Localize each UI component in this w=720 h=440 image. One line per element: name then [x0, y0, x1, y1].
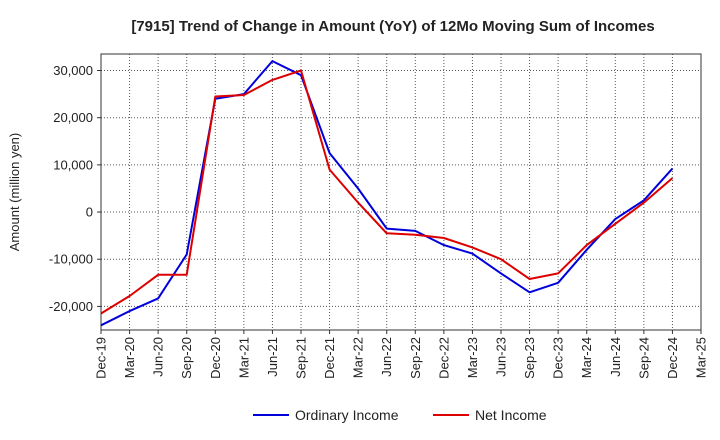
- y-tick-label: 0: [86, 205, 93, 220]
- series-group: [100, 60, 674, 327]
- x-tick-label: Dec-19: [94, 337, 109, 379]
- chart-title: [7915] Trend of Change in Amount (YoY) o…: [131, 18, 654, 35]
- x-tick-label: Sep-23: [522, 337, 537, 379]
- series-line-ordinary-income: [100, 60, 674, 327]
- grid: [101, 54, 701, 330]
- x-tick-label: Jun-24: [608, 337, 623, 377]
- x-tick-label: Jun-22: [379, 337, 394, 377]
- series-line-net-income: [100, 69, 674, 315]
- y-tick-label: -10,000: [49, 252, 93, 267]
- x-tick-label: Jun-21: [265, 337, 280, 377]
- y-tick-label: 30,000: [53, 63, 93, 78]
- y-axis: 30,000 20,000 10,000 0 -10,000 -20,000: [49, 63, 101, 314]
- y-tick-label: -20,000: [49, 299, 93, 314]
- legend-label-net-income: Net Income: [475, 407, 547, 423]
- legend: Ordinary Income Net Income: [253, 407, 547, 423]
- x-tick-label: Mar-25: [694, 337, 709, 378]
- x-tick-label: Mar-22: [351, 337, 366, 378]
- x-tick-label: Sep-24: [636, 337, 651, 379]
- x-tick-label: Mar-24: [579, 337, 594, 378]
- x-tick-label: Jun-20: [151, 337, 166, 377]
- x-tick-label: Sep-22: [408, 337, 423, 379]
- legend-label-ordinary-income: Ordinary Income: [295, 407, 399, 423]
- x-tick-label: Dec-20: [208, 337, 223, 379]
- plot-area: [100, 53, 702, 331]
- x-tick-label: Mar-20: [122, 337, 137, 378]
- x-tick-label: Dec-23: [551, 337, 566, 379]
- x-tick-label: Mar-21: [236, 337, 251, 378]
- x-tick-label: Mar-23: [465, 337, 480, 378]
- x-axis: Dec-19 Mar-20 Jun-20 Sep-20 Dec-20 Mar-21 Jun-…: [94, 330, 709, 379]
- y-axis-label: Amount (million yen): [7, 133, 22, 252]
- y-tick-label: 10,000: [53, 157, 93, 172]
- y-tick-label: 20,000: [53, 110, 93, 125]
- x-tick-label: Dec-21: [322, 337, 337, 379]
- x-tick-label: Dec-24: [665, 337, 680, 379]
- x-tick-label: Dec-22: [436, 337, 451, 379]
- x-tick-label: Sep-20: [179, 337, 194, 379]
- x-tick-label: Jun-23: [494, 337, 509, 377]
- x-tick-label: Sep-21: [294, 337, 309, 379]
